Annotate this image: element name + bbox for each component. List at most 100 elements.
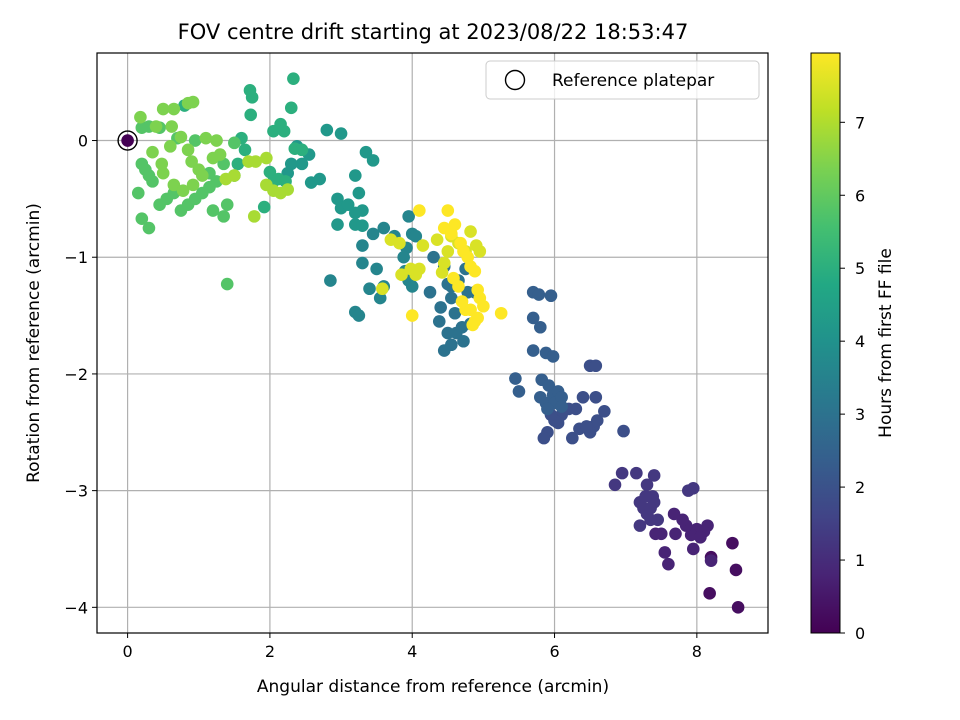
data-point xyxy=(196,169,209,182)
data-point xyxy=(405,309,419,322)
colorbar-tick-label: 6 xyxy=(855,186,865,205)
colorbar: 0 1 2 3 4 5 6 7 Hours from first FF file xyxy=(810,52,896,643)
legend: Reference platepar xyxy=(485,60,760,100)
data-point xyxy=(694,531,707,544)
data-point xyxy=(213,148,227,161)
data-point xyxy=(639,490,652,503)
data-point xyxy=(370,262,383,276)
data-point xyxy=(397,250,410,264)
data-point xyxy=(260,151,273,165)
data-point xyxy=(313,172,327,186)
data-point xyxy=(155,157,169,171)
data-point xyxy=(146,175,159,188)
data-point xyxy=(167,102,181,116)
data-point xyxy=(217,210,230,223)
data-point xyxy=(348,169,362,182)
data-point xyxy=(352,309,366,322)
data-point xyxy=(615,466,629,480)
data-point xyxy=(356,219,369,233)
data-point xyxy=(534,320,547,334)
data-point xyxy=(231,157,245,171)
data-point xyxy=(185,155,198,168)
x-tick-label: 6 xyxy=(549,642,559,661)
data-point xyxy=(295,157,309,171)
data-point xyxy=(376,282,389,296)
data-point xyxy=(199,131,213,145)
data-point xyxy=(432,315,446,328)
data-point xyxy=(244,108,257,122)
data-point xyxy=(135,212,149,226)
data-point xyxy=(580,420,593,433)
colorbar-tick-label: 0 xyxy=(855,624,865,643)
colorbar-tick-label: 5 xyxy=(855,259,865,278)
data-point xyxy=(210,134,223,147)
data-point xyxy=(704,554,718,567)
y-axis: 0 −1 −2 −3 −4 xyxy=(64,132,97,617)
data-point xyxy=(243,84,257,97)
data-point xyxy=(544,289,558,303)
data-point xyxy=(617,424,630,438)
data-point xyxy=(413,204,426,217)
data-point xyxy=(448,306,462,320)
data-point xyxy=(186,178,200,192)
data-point xyxy=(134,110,147,124)
data-point xyxy=(630,466,643,480)
data-point xyxy=(331,218,344,231)
data-point xyxy=(555,390,568,404)
data-point xyxy=(576,390,590,404)
data-point xyxy=(537,431,551,445)
data-point xyxy=(566,431,579,445)
data-point xyxy=(356,256,369,270)
data-point xyxy=(206,204,220,217)
colorbar-tick-label: 7 xyxy=(855,113,865,132)
data-point xyxy=(156,166,170,180)
colorbar-label: Hours from first FF file xyxy=(876,248,896,438)
data-point xyxy=(731,601,745,614)
data-point xyxy=(546,350,560,363)
data-point xyxy=(726,536,739,550)
data-point xyxy=(188,134,202,147)
y-tick-label: 0 xyxy=(78,132,88,151)
data-point xyxy=(142,221,156,235)
data-point xyxy=(494,306,508,320)
data-point xyxy=(464,303,477,317)
data-point xyxy=(448,218,462,231)
data-point xyxy=(423,285,437,299)
data-point xyxy=(409,229,423,243)
data-point xyxy=(352,186,366,200)
data-point xyxy=(284,101,298,115)
x-tick-label: 4 xyxy=(407,642,417,661)
data-point xyxy=(590,414,604,427)
data-point xyxy=(366,227,380,241)
data-point xyxy=(156,102,170,116)
chart-title: FOV centre drift starting at 2023/08/22 … xyxy=(178,20,689,44)
data-point xyxy=(686,542,700,556)
data-point xyxy=(260,178,273,192)
data-point xyxy=(729,563,743,577)
data-point xyxy=(598,404,611,418)
data-point xyxy=(295,143,309,157)
data-point xyxy=(473,245,487,258)
colorbar-ticks: 0 1 2 3 4 5 6 7 xyxy=(840,113,865,643)
x-tick-label: 0 xyxy=(123,642,133,661)
data-point xyxy=(589,390,603,404)
data-point xyxy=(249,155,262,168)
data-point xyxy=(363,282,376,296)
data-point xyxy=(131,186,145,200)
data-point xyxy=(430,233,444,247)
data-point xyxy=(320,123,334,137)
data-point xyxy=(427,250,440,264)
data-point xyxy=(359,145,373,159)
data-point xyxy=(441,204,455,217)
data-point xyxy=(468,264,482,278)
legend-reference-marker xyxy=(504,69,526,91)
data-point xyxy=(703,587,716,600)
data-point xyxy=(437,256,451,270)
y-tick-label: −3 xyxy=(64,482,88,501)
data-point xyxy=(445,291,458,305)
data-point xyxy=(608,478,622,492)
data-point xyxy=(220,277,234,291)
data-point xyxy=(228,136,241,150)
legend-entry-reference: Reference platepar xyxy=(552,71,714,91)
data-point xyxy=(324,274,337,287)
